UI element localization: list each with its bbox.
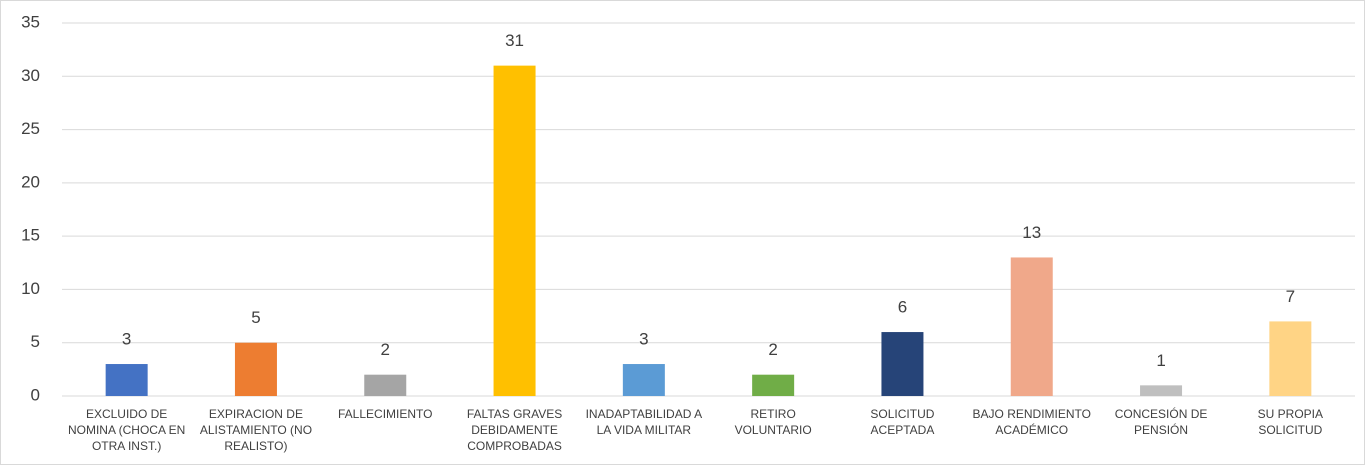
bar — [622, 364, 665, 396]
data-label: 2 — [768, 340, 777, 359]
x-tick-label: EXCLUIDO DE NOMINA (CHOCA EN OTRA INST.) — [67, 407, 186, 453]
x-tick-label: FALTAS GRAVES DEBIDAMENTE COMPROBADAS — [466, 407, 563, 453]
x-tick-label: SU PROPIA SOLICITUD — [1257, 407, 1324, 437]
x-tick-label: CONCESIÓN DE PENSIÓN — [1114, 407, 1208, 437]
data-label: 1 — [1156, 351, 1165, 370]
x-tick-label: BAJO RENDIMIENTO ACADÉMICO — [972, 407, 1091, 437]
data-label: 5 — [251, 308, 260, 327]
bar — [493, 65, 536, 396]
x-tick-label: RETIRO VOLUNTARIO — [734, 407, 812, 437]
data-label: 3 — [639, 330, 648, 349]
y-tick-label: 25 — [21, 119, 40, 138]
y-tick-label: 0 — [31, 385, 40, 404]
bar — [364, 374, 407, 396]
bar — [752, 374, 795, 396]
data-label: 31 — [505, 31, 524, 50]
y-tick-label: 20 — [21, 172, 40, 191]
y-tick-label: 35 — [21, 12, 40, 31]
data-label: 7 — [1286, 287, 1295, 306]
bar — [1010, 257, 1053, 396]
data-label: 6 — [898, 298, 907, 317]
x-tick-label: EXPIRACION DE ALISTAMIENTO (NO REALISTO) — [199, 407, 313, 453]
bar — [234, 342, 277, 396]
bar — [881, 332, 924, 396]
y-tick-label: 10 — [21, 279, 40, 298]
x-tick-label: SOLICITUD ACEPTADA — [870, 407, 935, 437]
y-tick-label: 5 — [31, 332, 40, 351]
y-tick-label: 15 — [21, 226, 40, 245]
y-tick-label: 30 — [21, 66, 40, 85]
bar — [1269, 321, 1312, 396]
data-label: 3 — [122, 330, 131, 349]
x-tick-label: FALLECIMIENTO — [338, 407, 433, 421]
bar — [105, 364, 148, 396]
bar — [1140, 385, 1183, 396]
data-label: 13 — [1022, 223, 1041, 242]
data-label: 2 — [381, 340, 390, 359]
x-tick-label: INADAPTABILIDAD A LA VIDA MILITAR — [585, 407, 703, 437]
